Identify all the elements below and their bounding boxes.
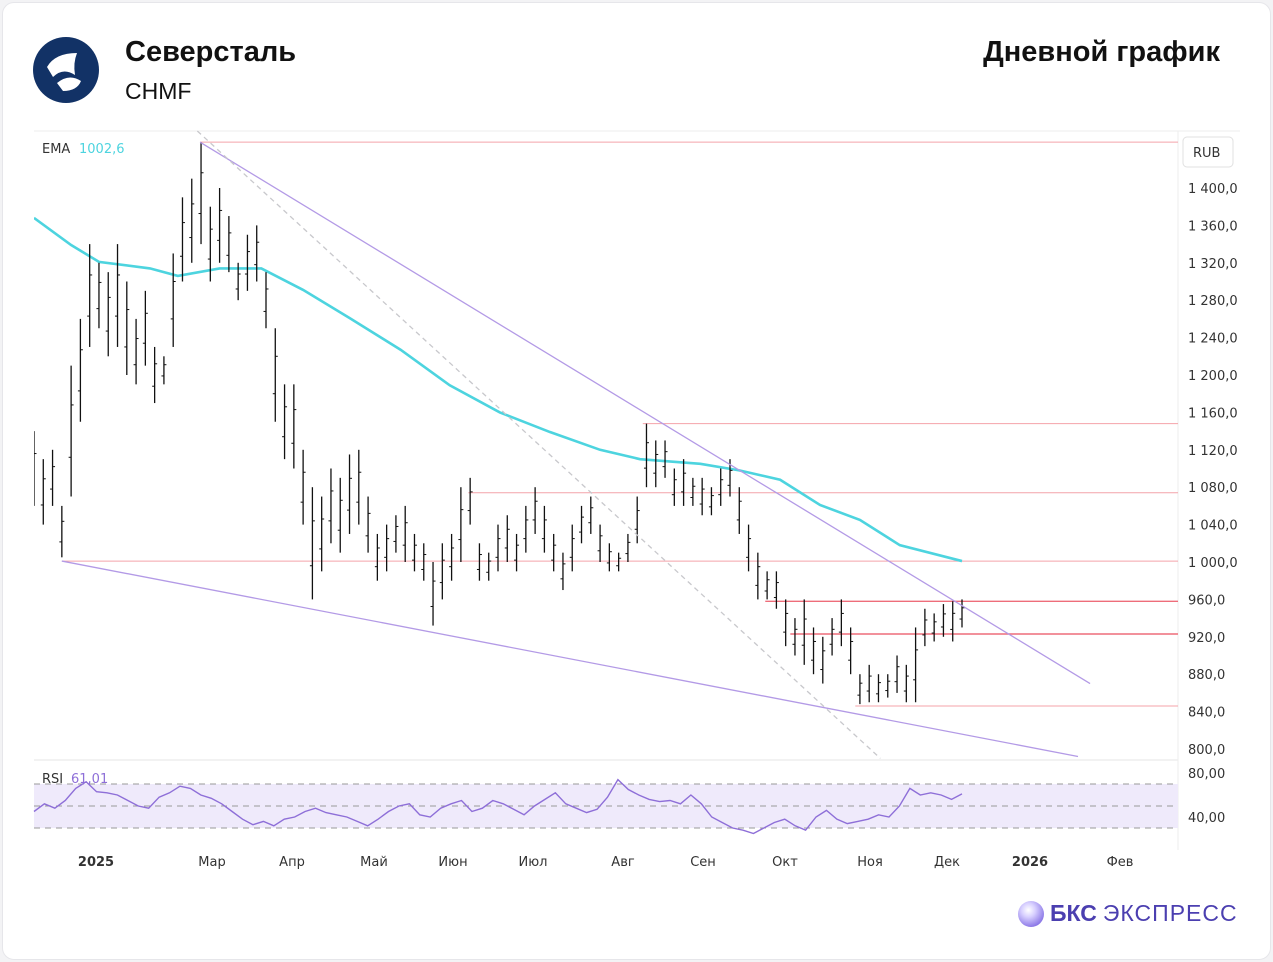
y-tick-label: 1 160,0 [1188, 406, 1238, 421]
bks-express-brand: БКС ЭКСПРЕСС [1018, 900, 1238, 927]
y-tick-label: 1 360,0 [1188, 219, 1238, 234]
y-tick-label: 1 040,0 [1188, 519, 1238, 534]
severstal-logo [33, 37, 99, 103]
x-tick-label: Май [360, 855, 388, 870]
y-tick-label: 880,0 [1188, 668, 1225, 683]
currency-box [1182, 136, 1234, 168]
ema-legend-label: EMA [42, 142, 70, 157]
y-tick-label: 1 000,0 [1188, 556, 1238, 571]
x-tick-label: Окт [772, 855, 798, 870]
y-tick-label: 1 240,0 [1188, 332, 1238, 347]
x-tick-label: Мар [198, 855, 225, 870]
y-tick-label: 920,0 [1188, 631, 1225, 646]
y-tick-label: 1 120,0 [1188, 444, 1238, 459]
rsi-legend-value: 61,01 [71, 772, 108, 787]
x-tick-label: Дек [934, 855, 960, 870]
chart-period-title: Дневной график [983, 36, 1220, 68]
x-tick-label: Ноя [857, 855, 883, 870]
y-tick-label: 1 200,0 [1188, 369, 1238, 384]
ema-line [34, 216, 963, 563]
x-tick-label: Авг [611, 855, 635, 870]
ema-legend-value: 1002,6 [79, 142, 125, 157]
y-tick-label: 1 080,0 [1188, 481, 1238, 496]
y-tick-label: 840,0 [1188, 706, 1225, 721]
x-tick-label: 2025 [78, 855, 114, 870]
rsi-legend-label: RSI [42, 772, 63, 787]
price-pane [34, 141, 1178, 707]
x-tick-label: 2026 [1012, 855, 1048, 870]
company-name: Северсталь [125, 36, 297, 68]
trendline [61, 560, 1079, 758]
x-tick-label: Апр [279, 855, 305, 870]
rsi-line [33, 778, 963, 835]
dashed-trendline [196, 130, 881, 759]
ticker: CHMF [125, 78, 192, 104]
rsi-tick-label: 80,00 [1188, 767, 1225, 782]
x-tick-label: Июн [438, 855, 467, 870]
brand-bold: БКС [1050, 900, 1097, 926]
y-tick-label: 1 280,0 [1188, 294, 1238, 309]
brand-rest: ЭКСПРЕСС [1102, 900, 1238, 926]
y-tick-label: 1 320,0 [1188, 257, 1238, 272]
y-tick-label: 960,0 [1188, 593, 1225, 608]
trendline [199, 141, 1091, 685]
x-tick-label: Сен [690, 855, 716, 870]
y-tick-label: 1 400,0 [1188, 182, 1238, 197]
x-tick-label: Июл [519, 855, 548, 870]
rsi-tick-label: 40,00 [1188, 811, 1225, 826]
y-tick-label: 800,0 [1188, 743, 1225, 758]
currency-label: RUB [1193, 146, 1220, 161]
bks-orb-icon [1018, 900, 1044, 927]
x-tick-label: Фев [1107, 855, 1134, 870]
